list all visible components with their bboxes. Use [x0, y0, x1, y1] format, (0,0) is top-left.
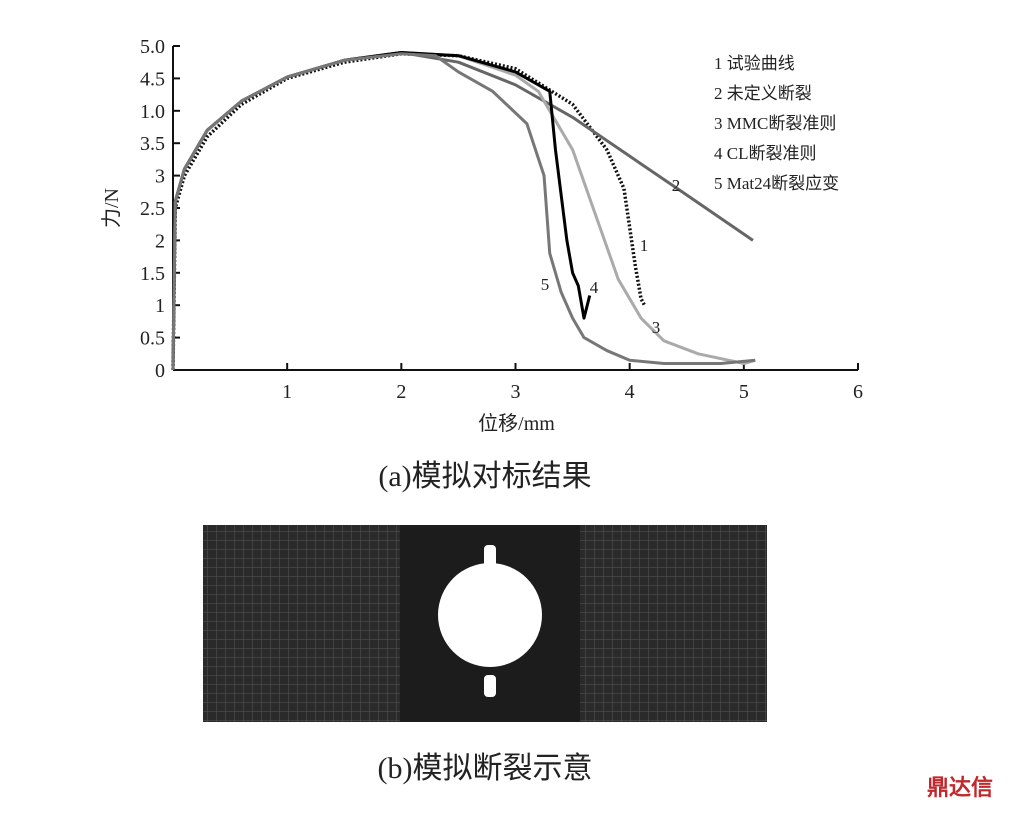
legend-entry: 3 MMC断裂准则: [714, 114, 836, 133]
legend-entry: 2 未定义断裂: [714, 84, 812, 103]
x-tick-label: 1: [282, 381, 292, 403]
y-tick-label: 0: [155, 360, 165, 382]
y-tick-label: 2.5: [140, 198, 165, 220]
y-tick-label: 3: [155, 166, 165, 188]
x-tick-label: 4: [625, 381, 635, 403]
x-axis-label: 位移/mm: [478, 412, 555, 435]
line-series: [171, 52, 756, 371]
y-tick-label: 2: [155, 230, 165, 252]
curve-label: 2: [672, 176, 681, 195]
x-tick-label: 3: [511, 381, 521, 403]
y-tick-label: 4.5: [140, 68, 165, 90]
y-tick-label: 1.5: [140, 263, 165, 285]
legend-entry: 1 试验曲线: [714, 54, 795, 73]
line-series: [171, 50, 592, 371]
y-axis-label: 力/N: [100, 188, 123, 228]
legend-entry: 5 Mat24断裂应变: [714, 174, 839, 193]
y-tick-label: 3.5: [140, 133, 165, 155]
curve-label: 4: [590, 278, 599, 297]
line-series: [171, 50, 754, 371]
watermark: 鼎达信: [927, 775, 993, 800]
x-tick-label: 5: [739, 381, 749, 403]
y-tick-label: 1.0: [140, 101, 165, 123]
curve-label: 5: [541, 275, 550, 294]
curve-label: 3: [652, 318, 661, 337]
x-tick-label: 6: [853, 381, 863, 403]
line-series: [171, 52, 647, 371]
y-tick-label: 0.5: [140, 328, 165, 350]
x-tick-label: 2: [396, 381, 406, 403]
caption: (a)模拟对标结果: [378, 460, 591, 493]
y-tick-label: 5.0: [140, 36, 165, 58]
curve-label: 1: [640, 236, 649, 255]
line-series: [171, 50, 756, 371]
mesh-image: [203, 525, 767, 722]
caption: (b)模拟断裂示意: [378, 752, 593, 785]
legend-entry: 4 CL断裂准则: [714, 144, 816, 163]
y-tick-label: 1: [155, 295, 165, 317]
